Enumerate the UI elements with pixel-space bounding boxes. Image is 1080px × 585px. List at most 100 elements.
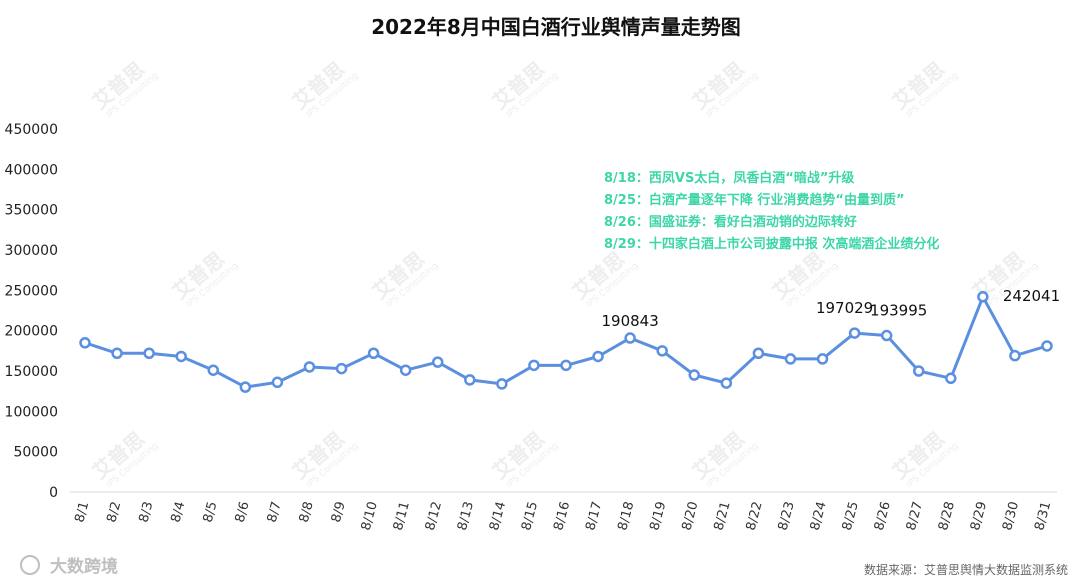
x-tick-label: 8/25 (840, 500, 862, 532)
x-tick-label: 8/15 (519, 500, 541, 532)
data-point (335, 362, 348, 375)
x-tick-label: 8/1 (72, 500, 92, 524)
x-tick-label: 8/22 (744, 500, 766, 532)
x-tick-label: 8/21 (712, 500, 734, 532)
y-tick-label: 0 (49, 485, 58, 501)
data-point (784, 353, 797, 365)
data-point (720, 377, 733, 389)
x-tick-label: 8/14 (487, 500, 509, 532)
data-point (464, 374, 476, 386)
annotation-line: 8/26：国盛证券：看好白酒动销的边际转好 (604, 214, 857, 230)
y-tick-label: 450000 (5, 122, 58, 138)
brand-logo-icon (20, 555, 40, 575)
data-point (977, 291, 989, 303)
x-tick-label: 8/12 (423, 500, 445, 532)
x-tick-label: 8/20 (679, 500, 701, 532)
data-point (912, 365, 925, 377)
annotation-line: 8/18：西凤VS太白，凤香白酒“暗战”升级 (604, 170, 855, 186)
data-point (367, 347, 380, 360)
data-point (688, 369, 701, 381)
data-point (624, 332, 636, 344)
data-point (848, 327, 861, 339)
x-tick-label: 8/17 (583, 500, 605, 532)
x-tick-label: 8/19 (647, 500, 669, 532)
x-tick-label: 8/30 (1000, 500, 1022, 532)
chart-title: 2022年8月中国白酒行业舆情声量走势图 (371, 15, 741, 39)
y-tick-label: 250000 (5, 283, 58, 299)
source-note: 数据来源：艾普思舆情大数据监测系统 (864, 562, 1068, 577)
y-axis-ticks: 0 50000 100000 150000 200000 250000 300000 3500… (5, 122, 58, 501)
data-point (592, 350, 604, 363)
data-label: 197029 (816, 299, 873, 317)
data-point (528, 359, 540, 372)
data-points (79, 291, 1053, 393)
x-tick-label: 8/16 (551, 500, 573, 532)
x-tick-label: 8/23 (776, 500, 798, 532)
data-point (399, 364, 412, 376)
data-point (271, 376, 284, 389)
x-tick-label: 8/26 (872, 500, 894, 532)
data-point (880, 329, 893, 342)
x-tick-label: 8/29 (968, 500, 990, 532)
data-label: 242041 (1003, 287, 1060, 305)
x-tick-label: 8/2 (104, 500, 124, 524)
data-point (496, 378, 508, 390)
data-point (79, 337, 91, 349)
y-tick-label: 50000 (13, 445, 58, 461)
x-tick-label: 8/5 (201, 500, 221, 524)
data-point (207, 364, 220, 376)
data-point (143, 347, 155, 360)
x-tick-label: 8/6 (233, 500, 253, 524)
x-tick-label: 8/7 (265, 500, 285, 524)
data-point (752, 347, 765, 360)
y-tick-label: 400000 (5, 162, 58, 178)
data-point (816, 353, 829, 365)
y-tick-label: 150000 (5, 364, 58, 380)
data-point (1009, 349, 1021, 362)
x-tick-label: 8/11 (391, 500, 413, 532)
data-point (560, 359, 572, 372)
x-tick-label: 8/27 (904, 500, 926, 532)
x-tick-label: 8/13 (455, 500, 477, 532)
y-tick-label: 200000 (5, 324, 58, 340)
data-point (175, 350, 187, 363)
data-point (303, 361, 316, 373)
x-tick-label: 8/18 (615, 500, 637, 532)
x-axis-ticks: 8/1 8/2 8/3 8/4 8/5 8/6 8/7 8/8 8/9 8/10 8/11 8/12 8… (72, 500, 1054, 532)
data-point (111, 347, 123, 360)
data-label: 193995 (870, 302, 927, 320)
x-tick-label: 8/31 (1032, 500, 1054, 532)
y-tick-label: 100000 (5, 404, 58, 420)
data-label: 190843 (602, 312, 659, 330)
x-tick-label: 8/4 (169, 500, 189, 524)
data-point (1041, 340, 1053, 352)
brand-text: 大数跨境 (50, 556, 118, 577)
brand-logo: 大数跨境 (20, 555, 118, 577)
data-point (431, 356, 444, 368)
y-tick-label: 300000 (5, 243, 58, 259)
y-tick-label: 350000 (5, 203, 58, 219)
x-tick-label: 8/28 (936, 500, 958, 532)
event-annotations: 8/18：西凤VS太白，凤香白酒“暗战”升级 8/25：白酒产量逐年下降 行业消费… (604, 170, 939, 252)
data-point (945, 372, 957, 385)
data-point (239, 381, 252, 393)
annotation-line: 8/25：白酒产量逐年下降 行业消费趋势“由量到质” (604, 192, 905, 208)
x-tick-label: 8/9 (329, 500, 349, 524)
annotation-line: 8/29：十四家白酒上市公司披露中报 次高端酒企业绩分化 (604, 236, 939, 252)
data-point (656, 345, 668, 357)
